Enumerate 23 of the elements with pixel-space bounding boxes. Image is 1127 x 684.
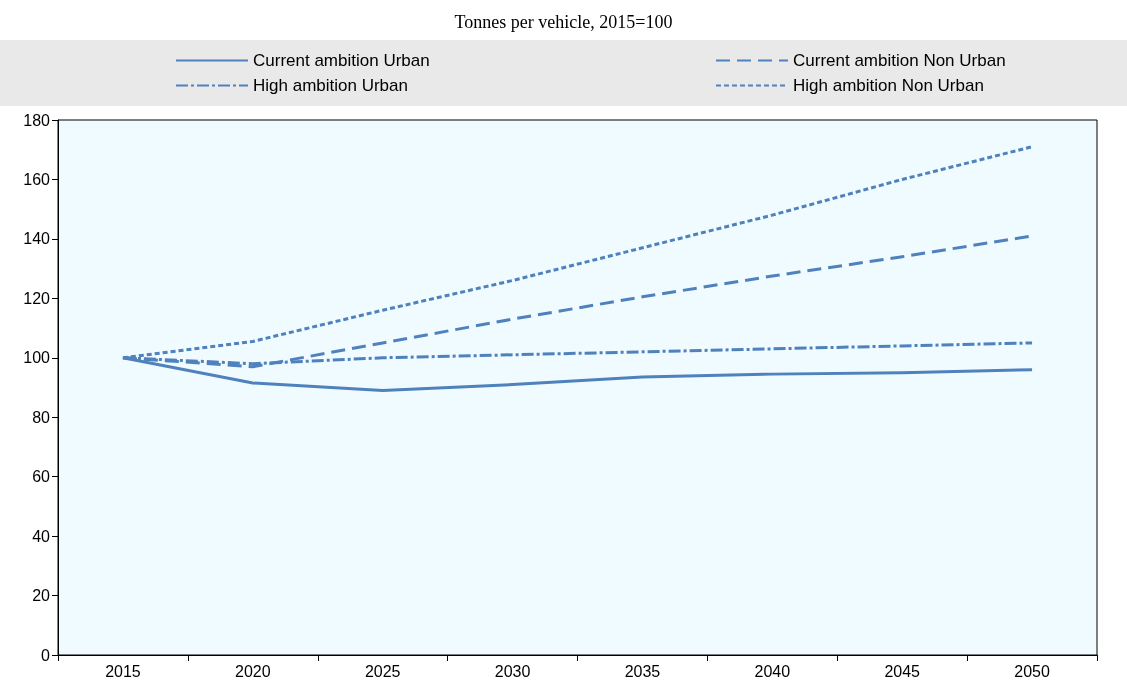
y-tick-label: 60	[32, 468, 51, 486]
legend-label: Current ambition Urban	[253, 51, 430, 70]
x-tick-label: 2030	[494, 662, 531, 680]
y-tick-label: 140	[23, 230, 51, 248]
x-tick-label: 2050	[1014, 662, 1050, 680]
x-tick-label: 2025	[364, 662, 401, 680]
y-tick-label: 20	[32, 587, 51, 605]
y-tick-label: 180	[23, 111, 51, 129]
y-tick-label: 160	[23, 170, 51, 188]
y-tick-label: 120	[23, 289, 51, 307]
x-tick-label: 2040	[754, 662, 791, 680]
legend-label: High ambition Non Urban	[793, 76, 984, 95]
legend-label: Current ambition Non Urban	[793, 51, 1006, 70]
x-tick-label: 2015	[105, 662, 141, 680]
y-tick-label: 40	[32, 527, 51, 545]
x-tick-label: 2035	[624, 662, 661, 680]
y-tick-label: 80	[32, 408, 51, 426]
x-tick-label: 2045	[884, 662, 921, 680]
y-tick-label: 100	[23, 349, 51, 367]
y-tick-label: 0	[41, 646, 51, 664]
legend-label: High ambition Urban	[253, 76, 408, 95]
x-tick-label: 2020	[235, 662, 271, 680]
chart-title: Tonnes per vehicle, 2015=100	[454, 12, 673, 32]
